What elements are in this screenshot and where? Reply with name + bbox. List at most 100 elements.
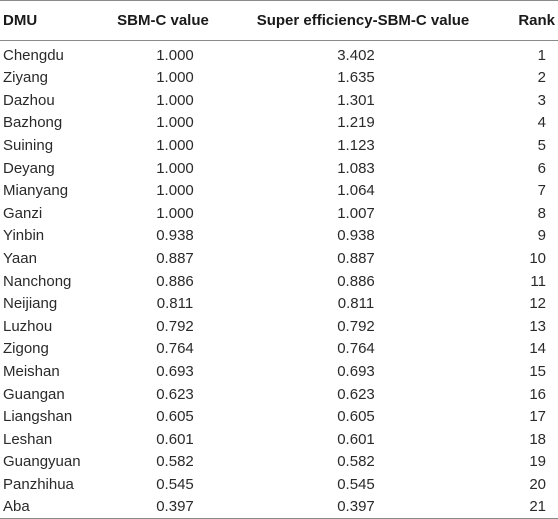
cell-super-efficiency-value: 0.605 [337, 408, 375, 426]
cell-sbm-c-value: 0.397 [100, 496, 216, 519]
cell-super-efficiency-value: 0.938 [337, 227, 375, 245]
cell-rank: 12 [529, 295, 546, 313]
cell-dmu: Luzhou [3, 317, 53, 335]
cell-rank: 2 [537, 69, 546, 87]
cell-dmu: Guangan [3, 385, 65, 403]
cell-sbm-c-value: 1.000 [156, 159, 194, 177]
cell-dmu: Panzhihua [3, 475, 74, 493]
cell-dmu: Bazhong [3, 114, 63, 132]
table-row: Mianyang 1.000 1.064 7 [0, 180, 558, 203]
cell-super-efficiency-value: 0.792 [337, 317, 375, 335]
cell-rank: 8 [537, 204, 546, 222]
table-row: Chengdu 1.000 3.402 1 [0, 41, 558, 68]
cell-rank: 11 [530, 272, 546, 290]
cell-sbm-c-value: 1.000 [156, 69, 194, 87]
cell-dmu: Meishan [3, 363, 60, 381]
cell-rank: 14 [529, 340, 546, 358]
cell-super-efficiency-value: 0.764 [337, 340, 375, 358]
cell-rank: 7 [537, 182, 546, 200]
cell-sbm-c-value: 0.623 [156, 385, 194, 403]
cell-rank: 4 [537, 114, 546, 132]
table-row: Yinbin 0.938 0.938 9 [0, 225, 558, 248]
cell-dmu: Yaan [3, 250, 37, 268]
table-row: Guangyuan 0.582 0.582 19 [0, 451, 558, 474]
table-row: Deyang 1.000 1.083 6 [0, 157, 558, 180]
cell-sbm-c-value: 0.764 [156, 340, 194, 358]
cell-super-efficiency-value: 0.886 [337, 272, 375, 290]
cell-dmu: Deyang [3, 159, 55, 177]
cell-super-efficiency-value: 0.545 [337, 475, 375, 493]
header-super-efficiency-sbm-c-value: Super efficiency-SBM-C value [216, 0, 486, 41]
cell-sbm-c-value: 0.582 [156, 453, 194, 471]
cell-sbm-c-value: 0.792 [156, 317, 194, 335]
table-row: Bazhong 1.000 1.219 4 [0, 112, 558, 135]
table-row: Neijiang 0.811 0.811 12 [0, 293, 558, 316]
header-row: DMU SBM-C value Super efficiency-SBM-C v… [0, 0, 558, 41]
table-row: Panzhihua 0.545 0.545 20 [0, 474, 558, 497]
cell-sbm-c-value: 0.693 [156, 363, 194, 381]
cell-dmu: Zigong [3, 340, 49, 358]
cell-super-efficiency-value: 0.582 [337, 453, 375, 471]
header-sbm-c-value: SBM-C value [100, 0, 216, 41]
cell-rank: 3 [537, 91, 546, 109]
cell-sbm-c-value: 0.938 [156, 227, 194, 245]
table-row: Meishan 0.693 0.693 15 [0, 361, 558, 384]
cell-super-efficiency-value: 0.693 [337, 363, 375, 381]
cell-super-efficiency-value: 1.123 [337, 137, 375, 155]
cell-sbm-c-value: 0.887 [156, 250, 194, 268]
cell-rank: 15 [529, 363, 546, 381]
table-body: Chengdu 1.000 3.402 1 Ziyang 1.000 1.635 2 Dazho… [0, 41, 558, 519]
cell-dmu: Aba [0, 496, 100, 519]
cell-rank: 16 [529, 385, 546, 403]
cell-super-efficiency-value: 0.601 [337, 430, 375, 448]
table-row: Liangshan 0.605 0.605 17 [0, 406, 558, 429]
table-row: Guangan 0.623 0.623 16 [0, 383, 558, 406]
cell-sbm-c-value: 1.000 [156, 137, 194, 155]
cell-rank: 9 [537, 227, 546, 245]
cell-dmu: Suining [3, 137, 54, 155]
cell-dmu: Nanchong [3, 272, 72, 290]
cell-dmu: Neijiang [3, 295, 58, 313]
cell-sbm-c-value: 0.811 [156, 295, 194, 313]
cell-sbm-c-value: 0.605 [156, 408, 194, 426]
cell-sbm-c-value: 0.886 [156, 272, 194, 290]
cell-sbm-c-value: 0.601 [156, 430, 194, 448]
cell-dmu: Yinbin [3, 227, 45, 245]
cell-sbm-c-value: 1.000 [156, 91, 194, 109]
cell-dmu: Liangshan [3, 408, 73, 426]
cell-super-efficiency-value: 0.887 [337, 250, 375, 268]
table-row: Ganzi 1.000 1.007 8 [0, 203, 558, 226]
header-rank: Rank [486, 0, 558, 41]
table-row: Dazhou 1.000 1.301 3 [0, 90, 558, 113]
table-header: DMU SBM-C value Super efficiency-SBM-C v… [0, 0, 558, 41]
cell-dmu: Dazhou [3, 91, 55, 109]
table-row: Suining 1.000 1.123 5 [0, 135, 558, 158]
cell-sbm-c-value: 1.000 [156, 182, 194, 200]
cell-sbm-c-value: 1.000 [156, 47, 194, 64]
cell-sbm-c-value: 1.000 [156, 114, 194, 132]
cell-rank: 18 [529, 430, 546, 448]
cell-super-efficiency-value: 1.064 [337, 182, 375, 200]
cell-dmu: Mianyang [3, 182, 69, 200]
cell-rank: 1 [537, 47, 546, 64]
table-row: Leshan 0.601 0.601 18 [0, 429, 558, 452]
cell-dmu: Leshan [3, 430, 53, 448]
cell-sbm-c-value: 0.545 [156, 475, 194, 493]
cell-dmu: Chengdu [3, 47, 64, 64]
cell-dmu: Ziyang [3, 69, 49, 87]
table-row: Zigong 0.764 0.764 14 [0, 338, 558, 361]
table-row: Luzhou 0.792 0.792 13 [0, 316, 558, 339]
header-dmu: DMU [0, 0, 100, 41]
cell-super-efficiency-value: 1.219 [337, 114, 375, 132]
cell-rank: 21 [486, 496, 558, 519]
cell-super-efficiency-value: 0.811 [337, 295, 375, 313]
cell-dmu: Ganzi [3, 204, 43, 222]
table-row: Yaan 0.887 0.887 10 [0, 248, 558, 271]
cell-rank: 17 [529, 408, 546, 426]
cell-super-efficiency-value: 1.301 [337, 91, 375, 109]
cell-sbm-c-value: 1.000 [156, 204, 194, 222]
cell-rank: 6 [537, 159, 546, 177]
cell-super-efficiency-value: 0.623 [337, 385, 375, 403]
